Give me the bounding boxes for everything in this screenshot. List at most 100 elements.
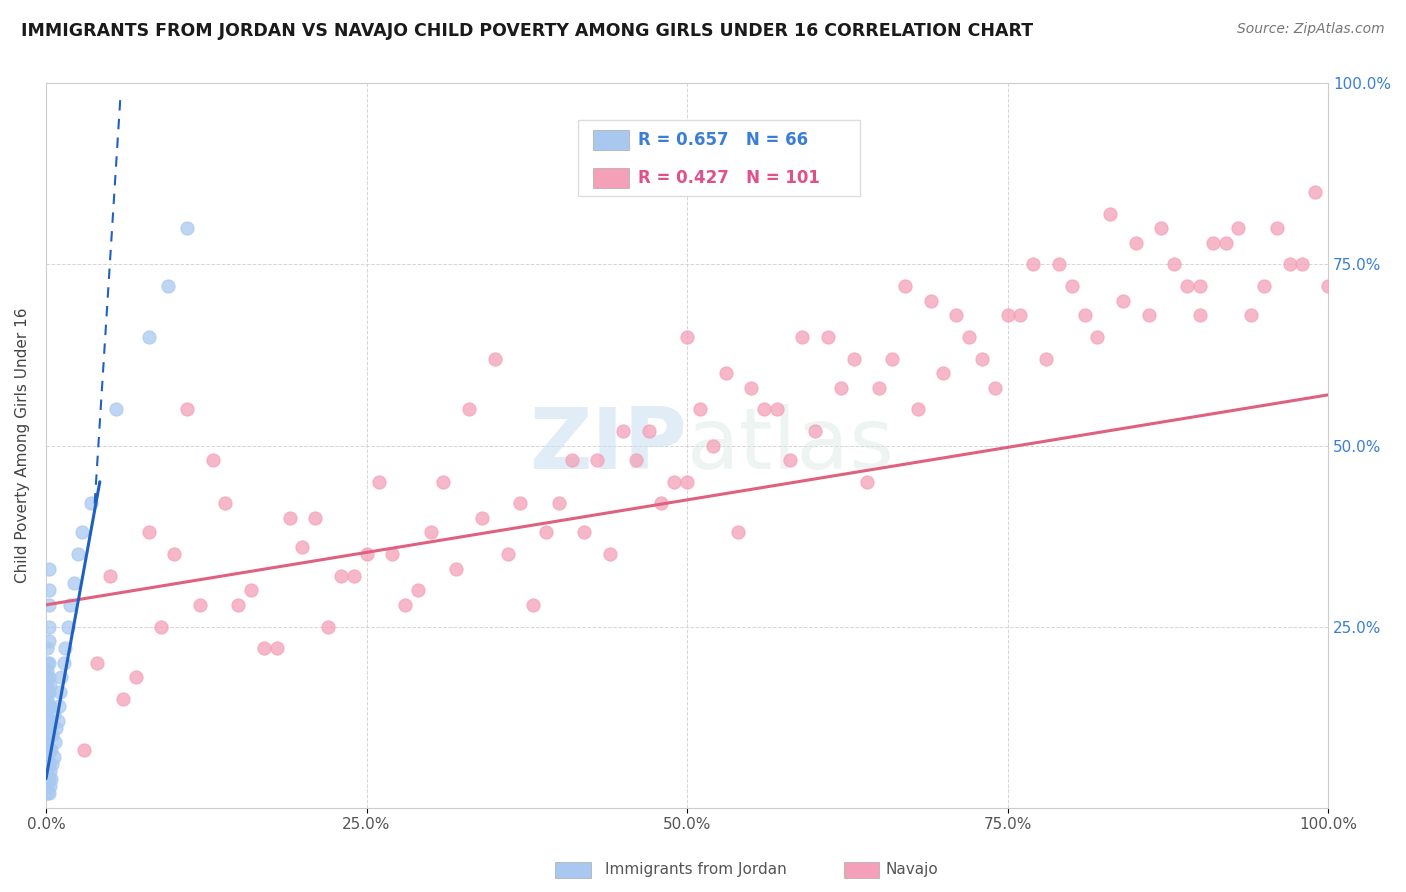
Point [38, 743, 60, 757]
Point [381, 547, 404, 561]
Text: atlas: atlas [688, 404, 896, 487]
Point [817, 330, 839, 344]
Point [38, 743, 60, 757]
Point [920, 293, 942, 308]
Point [509, 496, 531, 510]
Point [48, 699, 70, 714]
Point [650, 496, 672, 510]
FancyBboxPatch shape [593, 169, 630, 188]
Point [1265, 221, 1288, 235]
Point [484, 351, 506, 366]
Point [419, 525, 441, 540]
Point [1240, 308, 1263, 322]
Point [38, 714, 60, 728]
Point [1010, 308, 1032, 322]
Point [1125, 235, 1147, 250]
Point [599, 547, 621, 561]
Point [586, 453, 609, 467]
Point [38, 699, 60, 714]
Point [343, 569, 366, 583]
Point [59, 598, 82, 612]
Point [176, 221, 198, 235]
Point [1291, 258, 1313, 272]
Point [368, 475, 391, 489]
Point [42, 706, 65, 721]
Point [1305, 185, 1327, 199]
Point [702, 439, 724, 453]
Point [1188, 279, 1211, 293]
Point [984, 381, 1007, 395]
Text: R = 0.657   N = 66: R = 0.657 N = 66 [638, 131, 808, 149]
Point [1163, 258, 1185, 272]
Point [765, 402, 787, 417]
Point [37, 735, 59, 749]
Point [38, 764, 60, 779]
Point [547, 496, 569, 510]
Point [39, 714, 62, 728]
Point [894, 279, 917, 293]
Point [957, 330, 980, 344]
Point [522, 598, 544, 612]
Point [38, 728, 60, 742]
Point [37, 786, 59, 800]
Point [253, 641, 276, 656]
Point [1175, 279, 1198, 293]
Point [150, 619, 173, 633]
Point [1073, 308, 1095, 322]
Point [156, 279, 179, 293]
Point [86, 656, 108, 670]
Point [752, 402, 775, 417]
Point [714, 366, 737, 380]
Point [226, 598, 249, 612]
Point [66, 547, 89, 561]
Point [624, 453, 647, 467]
Point [278, 511, 301, 525]
Point [41, 728, 63, 742]
Point [740, 381, 762, 395]
Point [574, 525, 596, 540]
Point [446, 562, 468, 576]
Point [534, 525, 557, 540]
Point [37, 656, 59, 670]
Point [44, 735, 66, 749]
FancyBboxPatch shape [578, 120, 860, 195]
Point [70, 525, 93, 540]
Point [997, 308, 1019, 322]
Point [37, 779, 59, 793]
Point [38, 786, 60, 800]
Point [37, 692, 59, 706]
Point [1278, 258, 1301, 272]
Text: IMMIGRANTS FROM JORDAN VS NAVAJO CHILD POVERTY AMONG GIRLS UNDER 16 CORRELATION : IMMIGRANTS FROM JORDAN VS NAVAJO CHILD P… [21, 22, 1033, 40]
Point [37, 670, 59, 684]
Point [56, 619, 79, 633]
Point [240, 583, 263, 598]
Point [37, 641, 59, 656]
Point [432, 475, 454, 489]
Point [38, 634, 60, 648]
Point [356, 547, 378, 561]
Point [316, 619, 339, 633]
Point [38, 685, 60, 699]
Point [868, 381, 890, 395]
Point [38, 779, 60, 793]
Point [1253, 279, 1275, 293]
Point [779, 453, 801, 467]
Point [291, 540, 314, 554]
Point [37, 685, 59, 699]
Point [637, 424, 659, 438]
Point [38, 583, 60, 598]
Point [38, 656, 60, 670]
Point [855, 475, 877, 489]
Point [1060, 279, 1083, 293]
Point [1047, 258, 1070, 272]
Point [38, 677, 60, 691]
Point [37, 772, 59, 786]
Point [38, 757, 60, 772]
Point [38, 598, 60, 612]
Point [1188, 308, 1211, 322]
Point [727, 525, 749, 540]
Point [38, 619, 60, 633]
Point [138, 330, 160, 344]
Point [125, 670, 148, 684]
Point [882, 351, 904, 366]
